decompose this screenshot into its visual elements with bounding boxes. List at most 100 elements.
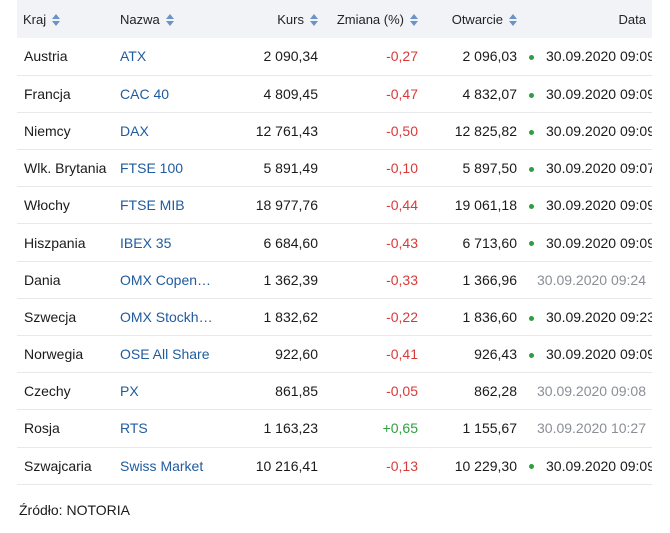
table-row: Wlk. Brytania FTSE 100 5 891,49 -0,10 5 897,… [17,150,652,187]
open-cell: 926,43 [474,346,517,363]
table-row: Austria ATX 2 090,34 -0,27 2 096,03 30.09.202… [17,38,652,76]
table-row: Czechy PX 861,85 -0,05 862,28 30.09.2020 09:0… [17,373,652,410]
date-cell: 30.09.2020 09:09 [523,75,652,112]
table-row: Rosja RTS 1 163,23 +0,65 1 155,67 30.09.2020 … [17,410,652,448]
index-link[interactable]: CAC 40 [120,85,170,102]
header-label: Kraj [23,11,47,27]
date-cell: 30.09.2020 09:23 [523,298,652,335]
country-cell: Włochy [24,197,70,214]
index-link[interactable]: OMX Copen… [120,271,212,288]
open-cell: 2 096,03 [462,48,518,65]
index-name-cell[interactable]: Swiss Market [114,447,226,484]
live-dot-icon [529,166,534,172]
index-link[interactable]: ATX [120,48,147,65]
index-link[interactable]: OMX Stockh… [120,308,213,325]
date-cell: 30.09.2020 09:09 [523,336,652,373]
sort-arrows-icon[interactable] [509,14,517,27]
live-dot-icon [529,92,534,98]
date-cell: 30.09.2020 09:09 [523,38,652,75]
date-text: 30.09.2020 09:09 [546,122,652,139]
rate-cell: 1 362,39 [263,271,319,288]
index-name-cell[interactable]: OMX Copen… [114,261,226,298]
date-text: 30.09.2020 09:09 [546,234,652,251]
sort-arrows-icon[interactable] [310,14,318,27]
date-text: 30.09.2020 09:23 [546,308,652,325]
change-cell: -0,05 [386,383,418,400]
rate-cell: 2 090,34 [263,48,319,65]
index-link[interactable]: DAX [120,122,149,139]
index-link[interactable]: Swiss Market [120,457,204,474]
date-cell: 30.09.2020 09:09 [523,187,652,224]
date-text: 30.09.2020 10:27 [537,420,646,437]
sort-arrows-icon[interactable] [165,14,174,27]
open-cell: 10 229,30 [454,457,517,474]
index-name-cell[interactable]: OSE All Share [114,336,226,373]
table-row: Włochy FTSE MIB 18 977,76 -0,44 19 061,18 30.… [17,187,652,224]
index-link[interactable]: FTSE MIB [120,197,185,214]
change-cell: -0,33 [386,271,418,288]
open-cell: 19 061,18 [454,197,517,214]
date-cell: 30.09.2020 09:08 [523,373,652,410]
open-cell: 1 366,96 [462,271,518,288]
open-cell: 6 713,60 [462,234,518,251]
sort-arrows-icon[interactable] [410,14,418,27]
index-name-cell[interactable]: CAC 40 [114,75,226,112]
rate-cell: 12 761,43 [255,122,318,139]
table-row: Norwegia OSE All Share 922,60 -0,41 926,43 30… [17,336,652,373]
index-link[interactable]: RTS [120,420,148,437]
index-name-cell[interactable]: ATX [114,38,226,75]
table-row: Francja CAC 40 4 809,45 -0,47 4 832,07 30.09.… [17,75,652,113]
index-link[interactable]: FTSE 100 [120,160,184,177]
index-name-cell[interactable]: IBEX 35 [114,224,226,261]
open-cell: 4 832,07 [462,85,518,102]
change-cell: -0,27 [386,48,418,65]
date-text: 30.09.2020 09:09 [546,48,652,65]
index-name-cell[interactable]: PX [114,373,226,410]
header-col-open[interactable]: Otwarcie [424,0,523,38]
country-cell: Austria [24,48,68,65]
rate-cell: 6 684,60 [263,234,319,251]
sort-arrows-icon[interactable] [52,14,61,27]
country-cell: Hiszpania [24,234,86,251]
date-cell: 30.09.2020 09:09 [523,224,652,261]
open-cell: 5 897,50 [462,160,518,177]
date-cell: 30.09.2020 09:24 [523,261,652,298]
table-body: Austria ATX 2 090,34 -0,27 2 096,03 30.09.202… [17,38,652,485]
index-link[interactable]: IBEX 35 [120,234,172,251]
source-note: Źródło: NOTORIA [19,502,130,518]
header-col-name[interactable]: Nazwa [114,0,226,38]
date-text: 30.09.2020 09:07 [546,160,652,177]
index-link[interactable]: PX [120,383,139,400]
index-name-cell[interactable]: DAX [114,112,226,149]
change-cell: -0,10 [386,160,418,177]
header-col-rate[interactable]: Kurs [226,0,324,38]
country-cell: Wlk. Brytania [24,160,107,177]
rate-cell: 5 891,49 [263,160,319,177]
change-cell: -0,22 [386,308,418,325]
index-name-cell[interactable]: FTSE MIB [114,187,226,224]
indices-table: Kraj Nazwa Kurs Zmiana (%) Otwarcie Data Aust… [17,0,652,485]
header-col-date[interactable]: Data [523,0,652,38]
open-cell: 862,28 [474,383,517,400]
index-name-cell[interactable]: OMX Stockh… [114,298,226,335]
table-header: Kraj Nazwa Kurs Zmiana (%) Otwarcie Data [17,0,652,38]
change-cell: -0,43 [386,234,418,251]
index-link[interactable]: OSE All Share [120,346,210,363]
change-cell: -0,13 [386,457,418,474]
header-label: Zmiana (%) [336,11,404,27]
change-cell: -0,47 [386,85,418,102]
header-col-change[interactable]: Zmiana (%) [324,0,424,38]
table-row: Hiszpania IBEX 35 6 684,60 -0,43 6 713,60 30.… [17,224,652,262]
index-name-cell[interactable]: RTS [114,410,226,447]
open-cell: 12 825,82 [454,122,517,139]
rate-cell: 18 977,76 [255,197,318,214]
header-col-country[interactable]: Kraj [17,0,114,38]
header-label: Data [618,11,646,27]
header-label: Kurs [277,11,304,27]
date-text: 30.09.2020 09:09 [546,197,652,214]
index-name-cell[interactable]: FTSE 100 [114,150,226,187]
open-cell: 1 836,60 [462,308,518,325]
live-dot-icon [529,204,534,210]
table-row: Szwajcaria Swiss Market 10 216,41 -0,13 10 2… [17,447,652,485]
